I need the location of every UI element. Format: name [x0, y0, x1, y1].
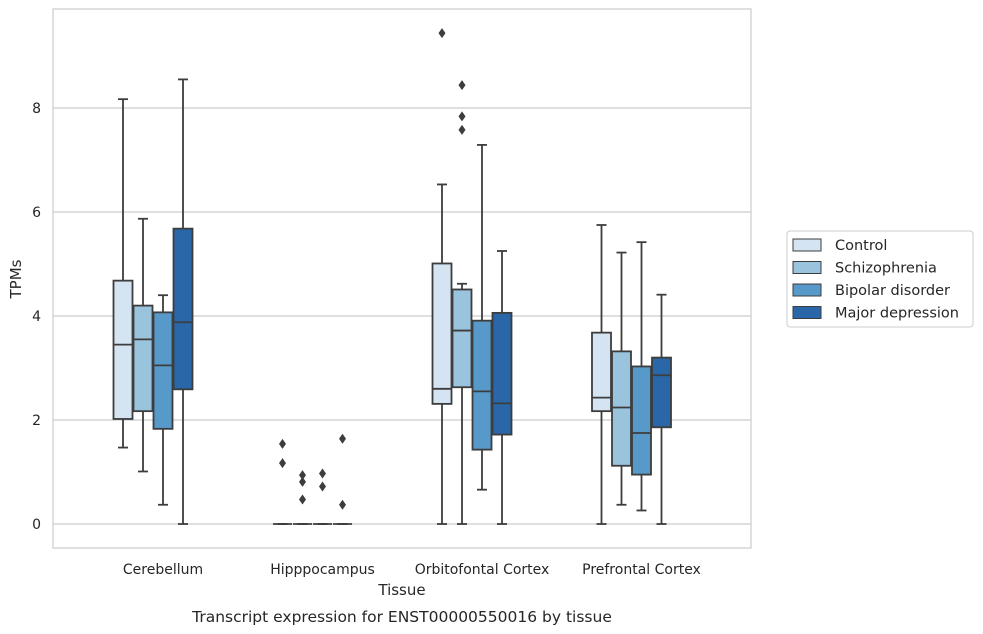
box-iqr [431, 262, 453, 405]
box-iqr [132, 304, 154, 413]
legend-frame [786, 230, 974, 328]
box-iqr [112, 279, 134, 420]
box-2-3 [491, 250, 513, 525]
box-3-1 [611, 251, 632, 506]
box-0-0 [112, 98, 134, 449]
outlier-point [458, 111, 466, 122]
box-0-2 [152, 294, 174, 506]
outlier-point [299, 494, 306, 505]
y-tick-label: 4 [32, 309, 41, 325]
y-tick-label: 2 [32, 413, 41, 429]
box-1-0 [273, 438, 292, 525]
legend-swatch [792, 283, 822, 297]
box-iqr [152, 311, 174, 430]
outlier-point [319, 468, 326, 479]
box-iqr [451, 288, 473, 389]
outlier-point [458, 80, 466, 91]
box-0-1 [132, 217, 154, 473]
y-axis-label: TPMs [7, 259, 25, 299]
legend-label: Control [835, 238, 887, 254]
x-tick-label: Orbitofontal Cortex [415, 562, 550, 578]
legend-label: Major depression [835, 306, 959, 322]
y-tick-label: 0 [32, 517, 41, 533]
outlier-point [279, 458, 286, 469]
box-3-2 [631, 241, 652, 512]
outlier-point [339, 433, 346, 444]
box-2-1 [451, 80, 473, 525]
y-axis-ticks: 0 2 4 6 8 [32, 101, 41, 533]
outlier-point [339, 499, 346, 510]
chart-caption: Transcript expression for ENST0000055001… [191, 608, 612, 626]
box-3-0 [591, 224, 612, 525]
y-tick-label: 6 [32, 205, 41, 221]
x-tick-label: Cerebellum [123, 562, 203, 578]
legend-label: Schizophrenia [835, 261, 937, 277]
legend-swatch [792, 261, 822, 274]
x-tick-label: Prefrontal Cortex [582, 562, 701, 578]
box-0-3 [172, 78, 194, 525]
box-iqr [611, 350, 632, 467]
legend: Control Schizophrenia Bipolar disorder Majo… [786, 230, 974, 328]
y-tick-label: 8 [32, 101, 41, 117]
plot-area-border [52, 8, 752, 549]
outlier-point [299, 476, 306, 487]
box-1-1 [293, 470, 312, 525]
box-iqr [491, 311, 513, 436]
outlier-point [319, 481, 326, 492]
legend-swatch [792, 306, 822, 319]
legend-swatch [792, 238, 822, 252]
box-iqr [591, 331, 612, 413]
box-groups [112, 28, 672, 525]
x-tick-label: Hipppocampus [270, 562, 375, 578]
box-1-2 [313, 468, 332, 525]
outlier-point [299, 470, 306, 481]
x-axis-label: Tissue [377, 581, 425, 599]
box-iqr [631, 365, 652, 476]
box-1-3 [333, 433, 352, 525]
box-iqr [471, 319, 493, 451]
box-iqr [172, 227, 194, 391]
box-2-2 [471, 144, 493, 491]
x-axis-ticks: Cerebellum Hipppocampus Orbitofontal Corte… [123, 562, 701, 578]
box-2-0 [431, 28, 453, 525]
outlier-point [279, 438, 286, 449]
legend-label: Bipolar disorder [835, 283, 950, 299]
outlier-point [438, 28, 446, 39]
box-3-3 [651, 293, 672, 525]
box-iqr [651, 356, 672, 429]
outlier-point [458, 124, 466, 135]
